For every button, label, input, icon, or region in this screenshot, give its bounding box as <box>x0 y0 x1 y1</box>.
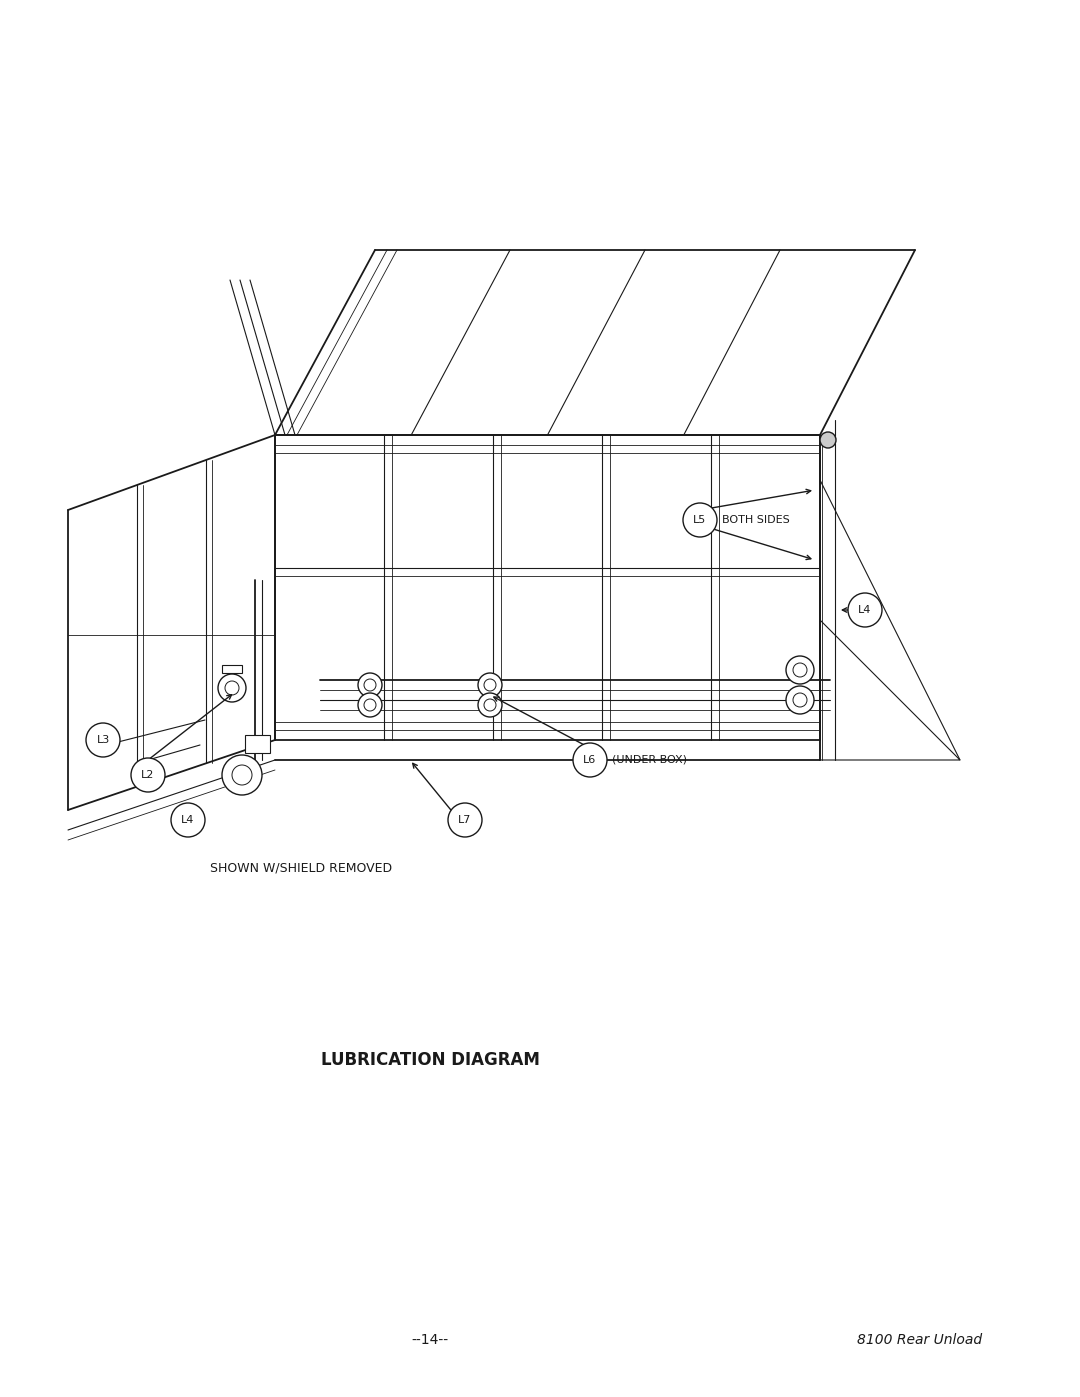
Text: L3: L3 <box>96 735 110 745</box>
Circle shape <box>786 686 814 714</box>
Circle shape <box>573 743 607 777</box>
Circle shape <box>848 592 882 627</box>
Text: BOTH SIDES: BOTH SIDES <box>723 515 789 525</box>
Text: L5: L5 <box>693 515 706 525</box>
Circle shape <box>478 693 502 717</box>
Text: (UNDER BOX): (UNDER BOX) <box>612 754 687 766</box>
Text: L6: L6 <box>583 754 596 766</box>
Circle shape <box>86 724 120 757</box>
Circle shape <box>448 803 482 837</box>
Circle shape <box>171 803 205 837</box>
Text: LUBRICATION DIAGRAM: LUBRICATION DIAGRAM <box>321 1051 539 1069</box>
Text: --14--: --14-- <box>411 1333 448 1347</box>
Circle shape <box>786 657 814 685</box>
FancyBboxPatch shape <box>245 735 270 753</box>
Circle shape <box>131 759 165 792</box>
Circle shape <box>478 673 502 697</box>
Circle shape <box>357 673 382 697</box>
Text: L7: L7 <box>458 814 472 826</box>
Circle shape <box>218 673 246 703</box>
Text: L4: L4 <box>181 814 194 826</box>
Circle shape <box>222 754 262 795</box>
FancyBboxPatch shape <box>222 665 242 673</box>
Circle shape <box>683 503 717 536</box>
Text: L2: L2 <box>141 770 154 780</box>
Text: 8100 Rear Unload: 8100 Rear Unload <box>858 1333 983 1347</box>
Text: L4: L4 <box>859 605 872 615</box>
Text: SHOWN W/SHIELD REMOVED: SHOWN W/SHIELD REMOVED <box>210 862 392 875</box>
Circle shape <box>820 432 836 448</box>
Circle shape <box>357 693 382 717</box>
